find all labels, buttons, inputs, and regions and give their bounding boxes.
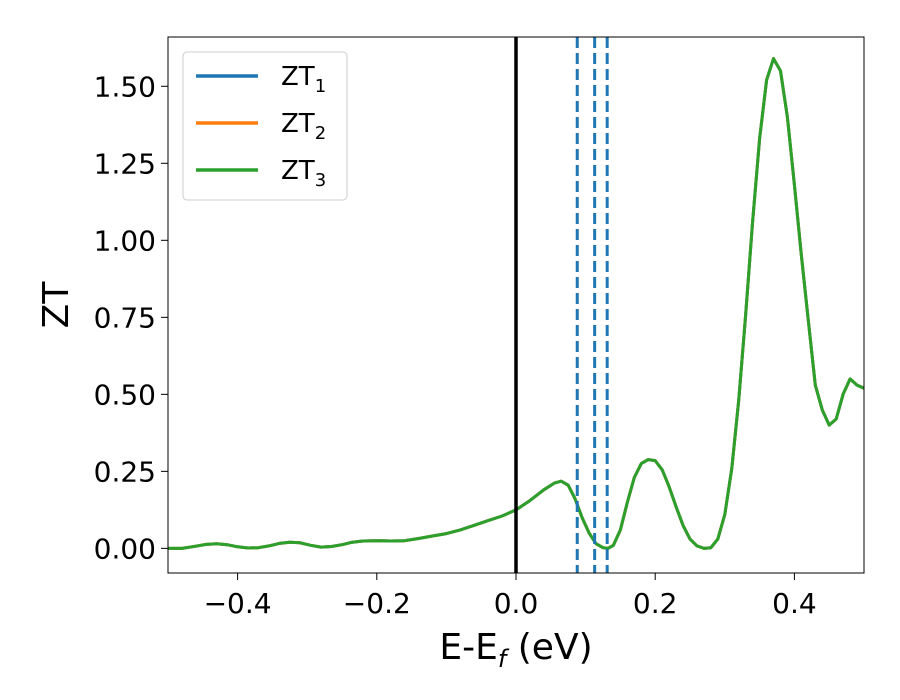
y-tick-label: 0.25 [94, 455, 156, 488]
legend-label-zt3: ZT3 [281, 156, 326, 191]
x-tick-label: 0.2 [633, 587, 678, 620]
vertical-lines [514, 37, 609, 573]
series-line-zt3 [168, 57, 864, 550]
legend-label-subscript: 1 [315, 76, 326, 97]
x-axis-ticks: −0.4 −0.2 0.0 0.2 0.4 [204, 573, 817, 620]
y-tick-label: 1.25 [94, 147, 156, 180]
y-tick-label: 0.00 [94, 532, 156, 565]
y-tick-label: 0.75 [94, 301, 156, 334]
x-tick-label: 0.4 [772, 587, 817, 620]
x-axis-label: E-Ef (eV) [439, 627, 592, 673]
y-axis-ticks: 0.00 0.25 0.50 0.75 1.00 1.25 1.50 [94, 70, 168, 565]
x-tick-label: 0.0 [494, 587, 539, 620]
legend-box [182, 51, 348, 201]
x-tick-label: −0.2 [343, 587, 411, 620]
x-axis-label-unit: (eV) [506, 627, 592, 668]
y-tick-label: 1.50 [94, 70, 156, 103]
legend-label-zt1: ZT1 [281, 62, 326, 97]
legend-label-main: ZT [281, 109, 315, 139]
series-layer [168, 57, 864, 550]
legend-label-subscript: 3 [315, 170, 326, 191]
legend-label-subscript: 2 [315, 123, 326, 144]
y-tick-label: 1.00 [94, 224, 156, 257]
legend-label-main: ZT [281, 156, 315, 186]
y-axis-label: ZT [36, 281, 77, 329]
legend-label-zt2: ZT2 [281, 109, 326, 144]
legend-label-main: ZT [281, 62, 315, 92]
y-tick-label: 0.50 [94, 378, 156, 411]
x-tick-label: −0.4 [204, 587, 272, 620]
x-axis-label-main: E-E [439, 627, 497, 668]
